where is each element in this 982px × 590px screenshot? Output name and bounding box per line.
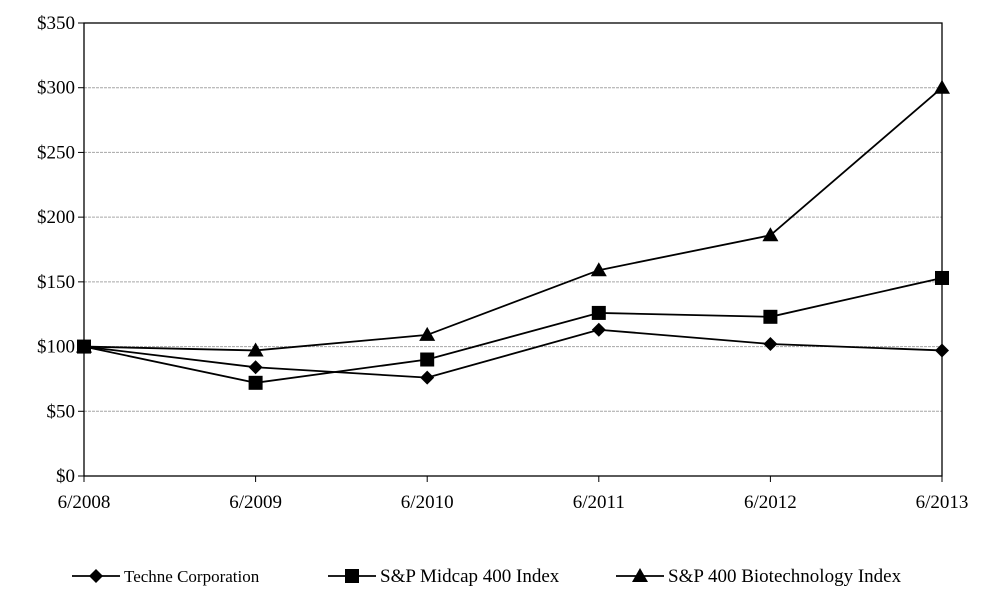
legend-label: S&P Midcap 400 Index — [380, 566, 560, 587]
x-axis-ticks: 6/2008 6/2009 6/2010 6/2011 6/2012 6/2013 — [58, 476, 969, 513]
legend-item: S&P 400 Biotechnology Index — [616, 566, 902, 587]
x-tick-label: 6/2013 — [916, 492, 969, 513]
legend-item: Techne Corporation — [72, 567, 260, 586]
data-point-triangle — [76, 338, 92, 353]
y-tick-label: $0 — [56, 466, 75, 487]
y-tick-label: $150 — [37, 272, 75, 293]
y-tick-label: $200 — [37, 207, 75, 228]
axes — [83, 22, 943, 477]
legend-marker-diamond — [89, 569, 103, 583]
series-triangle — [76, 79, 950, 357]
series-line — [83, 277, 943, 384]
legend-label: Techne Corporation — [124, 567, 260, 586]
data-point-diamond — [763, 336, 778, 351]
x-tick-label: 6/2012 — [744, 492, 797, 513]
data-point-triangle — [762, 227, 779, 242]
series-line — [83, 328, 943, 379]
series-group — [76, 79, 950, 390]
plot-area-border — [83, 22, 943, 477]
y-tick-label: $300 — [37, 78, 75, 99]
x-tick-label: 6/2009 — [229, 492, 282, 513]
data-point-triangle — [934, 79, 950, 94]
x-tick-label: 6/2011 — [573, 492, 625, 513]
x-tick-label: 6/2008 — [58, 492, 111, 513]
series-square — [77, 270, 949, 390]
data-point-triangle — [247, 342, 264, 357]
data-point-square — [763, 309, 778, 324]
y-tick-label: $250 — [37, 142, 75, 163]
data-point-triangle — [419, 326, 436, 341]
y-tick-label: $50 — [47, 401, 76, 422]
legend-marker-square — [345, 569, 359, 583]
series-line — [83, 87, 943, 352]
data-point-diamond — [591, 322, 606, 337]
data-point-diamond — [248, 360, 263, 375]
data-point-square — [591, 305, 606, 320]
series-diamond — [77, 322, 949, 385]
data-point-diamond — [420, 370, 435, 385]
legend-marker-triangle — [632, 568, 648, 582]
y-tick-label: $350 — [37, 13, 75, 34]
y-tick-label: $100 — [37, 337, 75, 358]
data-point-square — [420, 352, 435, 367]
data-point-square — [248, 375, 263, 390]
legend-item: S&P Midcap 400 Index — [328, 566, 560, 587]
legend-label: S&P 400 Biotechnology Index — [668, 566, 902, 587]
data-point-diamond — [935, 343, 949, 358]
legend: Techne Corporation S&P Midcap 400 Index S&… — [72, 566, 902, 587]
data-point-triangle — [590, 262, 607, 277]
x-tick-label: 6/2010 — [401, 492, 454, 513]
data-point-square — [935, 270, 949, 285]
y-axis-ticks: $0 $50 $100 $150 $200 $250 $300 $350 — [37, 13, 84, 487]
